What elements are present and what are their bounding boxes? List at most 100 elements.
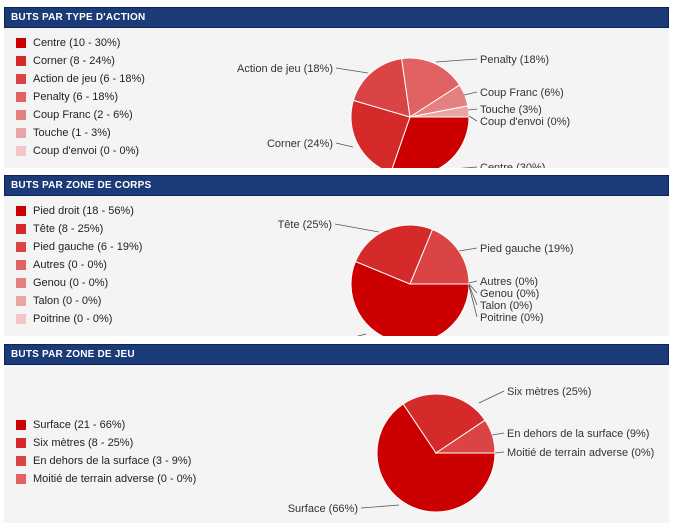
legend-label: Action de jeu (6 - 18%): [33, 73, 145, 85]
label-connector: [491, 432, 505, 436]
pie-slice: [409, 228, 470, 285]
legend-label: Pied gauche (6 - 19%): [33, 241, 143, 253]
pie-slice: [350, 99, 411, 168]
legend-swatch: [16, 56, 26, 66]
legend-item: Genou (0 - 0%): [16, 274, 142, 292]
pie-slice: [409, 105, 470, 118]
legend-swatch: [16, 296, 26, 306]
slice-label: Coup d'envoi (0%): [480, 116, 570, 128]
legend-swatch: [16, 474, 26, 484]
pie-slices: [376, 393, 496, 513]
slice-label: Talon (0%): [480, 300, 533, 312]
slice-label: Coup Franc (6%): [480, 87, 564, 99]
label-connector: [335, 67, 369, 74]
legend-label: Genou (0 - 0%): [33, 277, 109, 289]
legend-label: Six mètres (8 - 25%): [33, 437, 134, 449]
slice-label: Penalty (18%): [480, 54, 549, 66]
legend-item: Moitié de terrain adverse (0 - 0%): [16, 470, 196, 488]
label-connector: [478, 390, 505, 404]
slice-label: Moitié de terrain adverse (0%): [507, 447, 654, 459]
label-connector: [468, 284, 478, 306]
legend: Surface (21 - 66%) Six mètres (8 - 25%) …: [16, 416, 196, 488]
legend-swatch: [16, 314, 26, 324]
legend-item: Centre (10 - 30%): [16, 34, 145, 52]
panel-body: Centre (10 - 30%) Corner (8 - 24%) Actio…: [4, 28, 669, 168]
legend-item: Pied droit (18 - 56%): [16, 202, 142, 220]
pie-chart: Pied droit (56%)Tête (25%)Pied gauche (1…: [278, 219, 574, 336]
pie-slices: [350, 224, 470, 336]
pie-slice: [350, 260, 470, 336]
pie-slice: [391, 116, 470, 168]
pie-slice: [402, 393, 486, 454]
legend-swatch: [16, 74, 26, 84]
slice-label: Centre (30%): [480, 162, 545, 168]
legend-item: Autres (0 - 0%): [16, 256, 142, 274]
legend-label: Coup d'envoi (0 - 0%): [33, 145, 140, 157]
legend-swatch: [16, 38, 26, 48]
label-connector: [356, 333, 367, 336]
legend-swatch: [16, 128, 26, 138]
label-connector: [360, 504, 400, 509]
legend-item: Pied gauche (6 - 19%): [16, 238, 142, 256]
panel-title: BUTS PAR ZONE DE CORPS: [4, 175, 669, 196]
legend-label: Tête (8 - 25%): [33, 223, 104, 235]
slice-label: Genou (0%): [480, 288, 539, 300]
legend-label: Autres (0 - 0%): [33, 259, 107, 271]
panel-body: Pied droit (18 - 56%) Tête (8 - 25%) Pie…: [4, 196, 669, 336]
legend-label: Penalty (6 - 18%): [33, 91, 118, 103]
legend: Centre (10 - 30%) Corner (8 - 24%) Actio…: [16, 34, 145, 160]
legend-label: Surface (21 - 66%): [33, 419, 126, 431]
legend-label: Talon (0 - 0%): [33, 295, 102, 307]
label-connector: [467, 108, 478, 111]
legend-swatch: [16, 420, 26, 430]
label-connector: [335, 142, 354, 148]
label-connector: [435, 58, 478, 63]
legend-swatch: [16, 92, 26, 102]
panel-title: BUTS PAR ZONE DE JEU: [4, 344, 669, 365]
slice-label: Touche (3%): [480, 104, 542, 116]
panel-zone-jeu: BUTS PAR ZONE DE JEU Surface (21 - 66%) …: [4, 344, 669, 523]
label-connector: [334, 223, 380, 233]
slice-labels: Centre (30%) Corner (24%) Action de jeu (1…: [237, 54, 570, 168]
legend-label: Touche (1 - 3%): [33, 127, 111, 139]
legend-item: Corner (8 - 24%): [16, 52, 145, 70]
label-connector: [468, 283, 478, 294]
slice-labels: Pied droit (56%)Tête (25%)Pied gauche (1…: [278, 219, 574, 336]
slice-label: En dehors de la surface (9%): [507, 428, 649, 440]
legend-item: Action de jeu (6 - 18%): [16, 70, 145, 88]
pie-slice: [401, 57, 461, 118]
slice-label: Pied gauche (19%): [480, 243, 574, 255]
legend-swatch: [16, 260, 26, 270]
legend-item: Talon (0 - 0%): [16, 292, 142, 310]
slice-label: Corner (24%): [267, 138, 333, 150]
label-connector: [463, 91, 478, 96]
legend-swatch: [16, 146, 26, 156]
legend-swatch: [16, 438, 26, 448]
pie-chart: Surface (66%)Six mètres (25%)En dehors d…: [288, 386, 655, 515]
legend-item: Surface (21 - 66%): [16, 416, 196, 434]
slice-label: Autres (0%): [480, 276, 538, 288]
pie-slice: [354, 224, 434, 285]
legend-item: Tête (8 - 25%): [16, 220, 142, 238]
panel-type-action: BUTS PAR TYPE D'ACTION Centre (10 - 30%)…: [4, 7, 669, 168]
legend-label: Corner (8 - 24%): [33, 55, 115, 67]
slice-label: Six mètres (25%): [507, 386, 591, 398]
label-connector: [494, 451, 505, 454]
label-connector: [468, 115, 478, 122]
legend-swatch: [16, 110, 26, 120]
legend-label: Centre (10 - 30%): [33, 37, 121, 49]
legend-item: Penalty (6 - 18%): [16, 88, 145, 106]
panel-zone-corps: BUTS PAR ZONE DE CORPS Pied droit (18 - …: [4, 175, 669, 336]
pie-slice: [352, 58, 411, 118]
legend-item: En dehors de la surface (3 - 9%): [16, 452, 196, 470]
slice-label: Action de jeu (18%): [237, 63, 333, 75]
legend-label: En dehors de la surface (3 - 9%): [33, 455, 192, 467]
panel-body: Surface (21 - 66%) Six mètres (8 - 25%) …: [4, 365, 669, 523]
legend-label: Pied droit (18 - 56%): [33, 205, 134, 217]
legend: Pied droit (18 - 56%) Tête (8 - 25%) Pie…: [16, 202, 142, 328]
legend-label: Coup Franc (2 - 6%): [33, 109, 133, 121]
legend-item: Coup d'envoi (0 - 0%): [16, 142, 145, 160]
legend-item: Six mètres (8 - 25%): [16, 434, 196, 452]
legend-label: Moitié de terrain adverse (0 - 0%): [33, 473, 197, 485]
pie-chart: Centre (30%) Corner (24%) Action de jeu (1…: [237, 54, 570, 168]
